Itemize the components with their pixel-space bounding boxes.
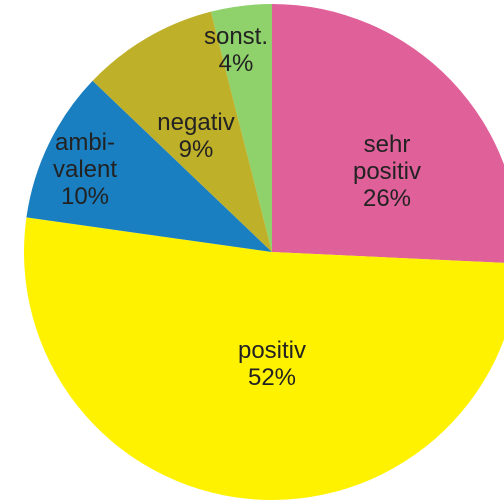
value-label: 4% xyxy=(219,50,254,77)
pie-slice xyxy=(24,217,504,500)
slice-label: sonst. xyxy=(204,23,268,50)
slice-label-line: valent xyxy=(53,156,117,183)
value-label: 10% xyxy=(61,183,109,210)
slice-label-line: sehr xyxy=(364,131,411,158)
slice-label-line: negativ xyxy=(157,109,234,136)
value-label: 52% xyxy=(248,364,296,391)
slice-label-line: ambi- xyxy=(55,129,115,156)
slice-label-line: positiv xyxy=(353,158,421,185)
value-label: 9% xyxy=(179,136,214,163)
slice-label: ambi-valent xyxy=(53,129,117,183)
slice-label-line: positiv xyxy=(238,337,306,364)
pie-slice xyxy=(210,4,272,252)
pie-slice xyxy=(272,4,504,263)
pie-slice xyxy=(26,80,273,252)
slice-label: negativ xyxy=(157,109,234,136)
value-label: 26% xyxy=(363,185,411,212)
slice-label-line: sonst. xyxy=(204,23,268,50)
slice-label: sehr positiv xyxy=(353,131,421,185)
pie-slice xyxy=(92,11,272,253)
slice-label: positiv xyxy=(238,337,306,364)
